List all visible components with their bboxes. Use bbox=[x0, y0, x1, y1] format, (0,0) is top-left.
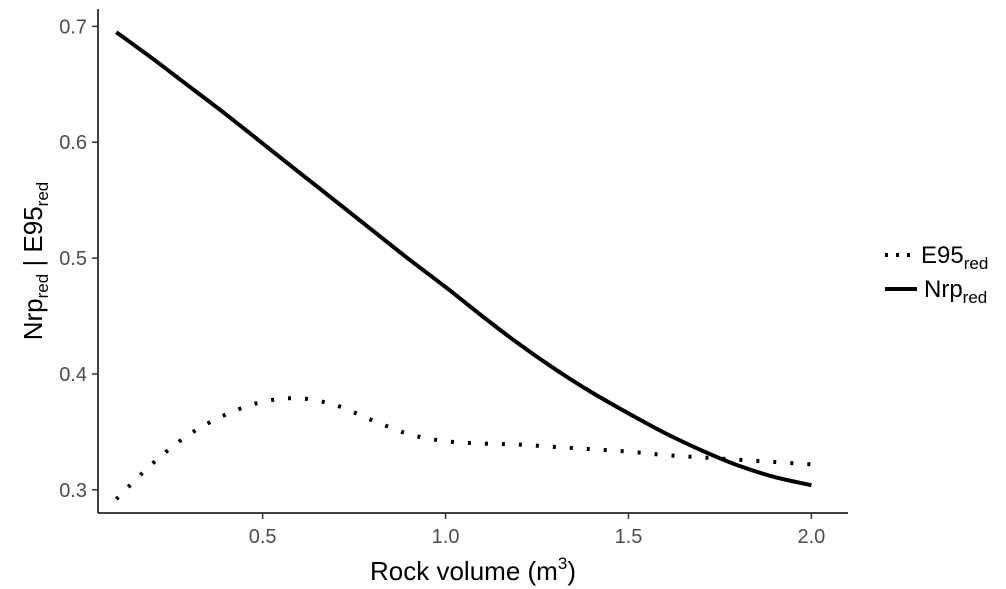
x-tick-label: 0.5 bbox=[249, 526, 277, 548]
y-axis-ticks: 0.3 0.4 0.5 0.6 0.7 bbox=[59, 16, 98, 502]
legend-label-nrp: Nrpred bbox=[924, 276, 987, 307]
legend-label-e95: E95red bbox=[921, 242, 988, 273]
x-axis-title-superscript: 3 bbox=[558, 554, 567, 573]
y-axis-title: Nrpred | E95red bbox=[18, 182, 52, 341]
x-axis-title: Rock volume (m3) bbox=[370, 554, 576, 586]
y-tick-label: 0.7 bbox=[59, 16, 87, 38]
y-tick-label: 0.4 bbox=[59, 364, 87, 386]
y-axis-title-subscript-2: red bbox=[33, 182, 52, 207]
y-tick-label: 0.3 bbox=[59, 480, 87, 502]
x-axis-ticks: 0.5 1.0 1.5 2.0 bbox=[249, 513, 826, 548]
x-tick-label: 1.5 bbox=[615, 526, 643, 548]
x-tick-label: 2.0 bbox=[798, 526, 826, 548]
y-tick-label: 0.5 bbox=[59, 248, 87, 270]
legend: E95red Nrpred bbox=[885, 242, 988, 307]
series-line-e95 bbox=[114, 396, 812, 501]
y-axis-title-subscript-1: red bbox=[33, 274, 52, 299]
series-line-nrp bbox=[115, 30, 812, 488]
y-tick-label: 0.6 bbox=[59, 132, 87, 154]
series-lines bbox=[114, 30, 812, 501]
x-tick-label: 1.0 bbox=[432, 526, 460, 548]
